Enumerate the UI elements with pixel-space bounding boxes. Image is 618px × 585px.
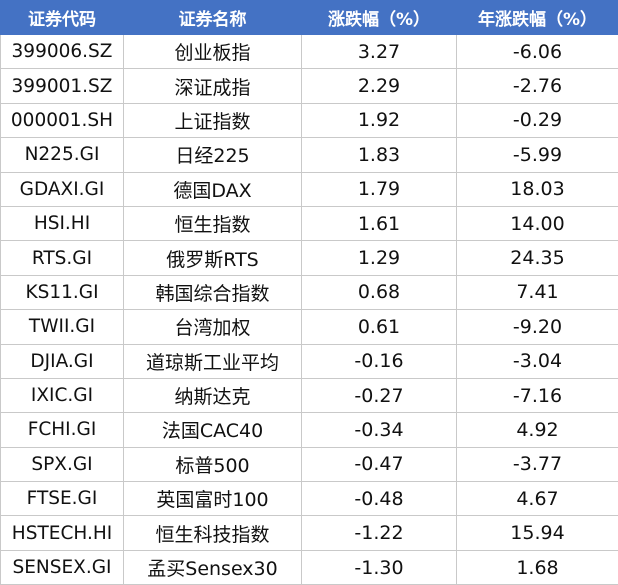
security-code: N225.GI xyxy=(0,137,124,173)
security-code: IXIC.GI xyxy=(0,377,124,414)
ytd-change-value: 7.41 xyxy=(456,274,618,311)
security-code: 000001.SH xyxy=(0,102,124,139)
table-row: FTSE.GI 英国富时100 -0.48 4.67 xyxy=(0,481,618,517)
security-code: RTS.GI xyxy=(0,240,124,276)
security-name: 创业板指 xyxy=(123,33,302,70)
security-code: SPX.GI xyxy=(0,446,124,483)
table-row: SENSEX.GI 孟买Sensex30 -1.30 1.68 xyxy=(0,549,618,585)
change-value: 0.61 xyxy=(301,309,457,345)
table-row: 399006.SZ 创业板指 3.27 -6.06 xyxy=(0,33,618,70)
header-code: 证券代码 xyxy=(0,0,124,35)
security-name: 日经225 xyxy=(123,137,302,173)
security-name: 道琼斯工业平均 xyxy=(123,343,302,379)
table-row: FCHI.GI 法国CAC40 -0.34 4.92 xyxy=(0,412,618,448)
table-row: KS11.GI 韩国综合指数 0.68 7.41 xyxy=(0,274,618,311)
ytd-change-value: 15.94 xyxy=(456,515,618,551)
security-name: 英国富时100 xyxy=(123,481,302,517)
table-row: RTS.GI 俄罗斯RTS 1.29 24.35 xyxy=(0,240,618,276)
change-value: -1.22 xyxy=(301,515,457,551)
ytd-change-value: -9.20 xyxy=(456,309,618,345)
ytd-change-value: 18.03 xyxy=(456,171,618,207)
ytd-change-value: -3.04 xyxy=(456,343,618,379)
security-name: 上证指数 xyxy=(123,102,302,139)
security-code: HSTECH.HI xyxy=(0,515,124,551)
security-name: 法国CAC40 xyxy=(123,412,302,448)
security-name: 恒生指数 xyxy=(123,205,302,242)
security-code: DJIA.GI xyxy=(0,343,124,379)
ytd-change-value: -2.76 xyxy=(456,68,618,104)
change-value: -0.48 xyxy=(301,481,457,517)
header-ytd-change: 年涨跌幅（%） xyxy=(456,0,618,35)
change-value: -0.47 xyxy=(301,446,457,483)
header-change: 涨跌幅（%） xyxy=(301,0,457,35)
change-value: 1.61 xyxy=(301,205,457,242)
ytd-change-value: 24.35 xyxy=(456,240,618,276)
change-value: 0.68 xyxy=(301,274,457,311)
change-value: -0.34 xyxy=(301,412,457,448)
security-name: 俄罗斯RTS xyxy=(123,240,302,276)
table-row: SPX.GI 标普500 -0.47 -3.77 xyxy=(0,446,618,483)
security-code: HSI.HI xyxy=(0,205,124,242)
table-row: N225.GI 日经225 1.83 -5.99 xyxy=(0,137,618,173)
security-name: 标普500 xyxy=(123,446,302,483)
security-name: 纳斯达克 xyxy=(123,377,302,414)
table-row: TWII.GI 台湾加权 0.61 -9.20 xyxy=(0,309,618,345)
security-name: 恒生科技指数 xyxy=(123,515,302,551)
security-code: SENSEX.GI xyxy=(0,549,124,585)
table-row: HSTECH.HI 恒生科技指数 -1.22 15.94 xyxy=(0,515,618,551)
ytd-change-value: -3.77 xyxy=(456,446,618,483)
table-body: 399006.SZ 创业板指 3.27 -6.06 399001.SZ 深证成指… xyxy=(0,33,618,585)
security-code: KS11.GI xyxy=(0,274,124,311)
change-value: 2.29 xyxy=(301,68,457,104)
change-value: 1.29 xyxy=(301,240,457,276)
security-code: FCHI.GI xyxy=(0,412,124,448)
change-value: 3.27 xyxy=(301,33,457,70)
security-name: 韩国综合指数 xyxy=(123,274,302,311)
ytd-change-value: -5.99 xyxy=(456,137,618,173)
security-name: 台湾加权 xyxy=(123,309,302,345)
ytd-change-value: -7.16 xyxy=(456,377,618,414)
table-row: DJIA.GI 道琼斯工业平均 -0.16 -3.04 xyxy=(0,343,618,379)
change-value: 1.83 xyxy=(301,137,457,173)
change-value: -0.16 xyxy=(301,343,457,379)
security-code: 399006.SZ xyxy=(0,33,124,70)
security-name: 孟买Sensex30 xyxy=(123,549,302,585)
table-row: IXIC.GI 纳斯达克 -0.27 -7.16 xyxy=(0,377,618,414)
security-code: 399001.SZ xyxy=(0,68,124,104)
security-code: FTSE.GI xyxy=(0,481,124,517)
change-value: 1.92 xyxy=(301,102,457,139)
ytd-change-value: 4.92 xyxy=(456,412,618,448)
change-value: -1.30 xyxy=(301,549,457,585)
security-code: TWII.GI xyxy=(0,309,124,345)
header-row: 证券代码 证券名称 涨跌幅（%） 年涨跌幅（%） xyxy=(0,0,618,35)
security-name: 深证成指 xyxy=(123,68,302,104)
ytd-change-value: 4.67 xyxy=(456,481,618,517)
change-value: -0.27 xyxy=(301,377,457,414)
ytd-change-value: 14.00 xyxy=(456,205,618,242)
table-row: HSI.HI 恒生指数 1.61 14.00 xyxy=(0,205,618,242)
ytd-change-value: -6.06 xyxy=(456,33,618,70)
table-row: GDAXI.GI 德国DAX 1.79 18.03 xyxy=(0,171,618,207)
security-code: GDAXI.GI xyxy=(0,171,124,207)
table-row: 399001.SZ 深证成指 2.29 -2.76 xyxy=(0,68,618,104)
ytd-change-value: -0.29 xyxy=(456,102,618,139)
table-row: 000001.SH 上证指数 1.92 -0.29 xyxy=(0,102,618,139)
security-name: 德国DAX xyxy=(123,171,302,207)
ytd-change-value: 1.68 xyxy=(456,549,618,585)
change-value: 1.79 xyxy=(301,171,457,207)
header-name: 证券名称 xyxy=(123,0,302,35)
